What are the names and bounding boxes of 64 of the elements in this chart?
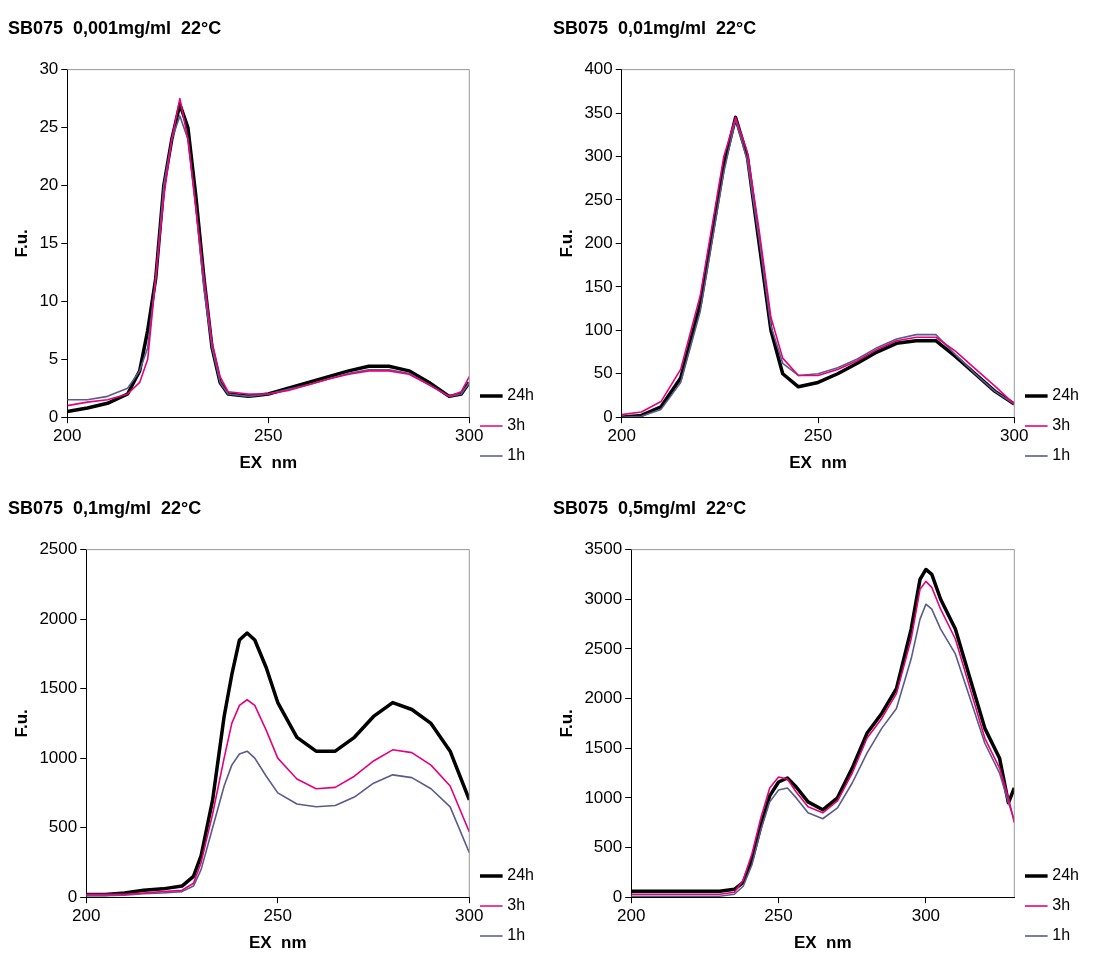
x-axis-title: EX nm: [789, 453, 847, 473]
x-tick-label: 250: [764, 906, 793, 926]
legend-label: 3h: [507, 896, 526, 914]
y-tick-label: 15: [39, 233, 59, 253]
legend-label: 24h: [507, 386, 535, 404]
y-tick-label: 2500: [39, 539, 78, 559]
legend-label: 24h: [1052, 866, 1080, 884]
y-tick-label: 250: [584, 189, 613, 209]
legend-label: 1h: [1052, 446, 1071, 464]
y-axis-title: F.u.: [11, 229, 31, 258]
y-tick-label: 1000: [39, 747, 78, 767]
y-tick-label: 1000: [584, 787, 623, 807]
x-tick-label: 300: [455, 426, 484, 446]
y-tick-label: 2000: [39, 608, 78, 628]
x-tick-label: 200: [617, 906, 646, 926]
x-tick-label: 200: [72, 906, 101, 926]
y-tick-label: 200: [584, 233, 613, 253]
chart-title: SB075 0,1mg/ml 22°C: [8, 497, 202, 518]
y-tick-label: 10: [39, 291, 59, 311]
y-tick-label: 0: [612, 886, 623, 906]
legend-label: 24h: [507, 866, 535, 884]
y-tick-label: 1500: [584, 737, 623, 757]
x-tick-label: 250: [254, 426, 283, 446]
legend-label: 24h: [1052, 386, 1080, 404]
y-tick-label: 1500: [39, 678, 78, 698]
y-tick-label: 3000: [584, 588, 623, 608]
y-tick-label: 25: [39, 117, 59, 137]
chart-title: SB075 0,01mg/ml 22°C: [553, 17, 757, 38]
x-tick-label: 300: [1000, 426, 1029, 446]
y-tick-label: 2500: [584, 638, 623, 658]
x-axis-title: EX nm: [248, 933, 307, 953]
y-tick-label: 350: [584, 102, 613, 122]
y-tick-label: 400: [584, 59, 613, 79]
y-tick-label: 150: [584, 276, 613, 296]
legend-label: 1h: [1052, 926, 1071, 944]
y-tick-label: 0: [67, 886, 78, 906]
x-tick-label: 300: [911, 906, 941, 926]
legend-label: 1h: [507, 446, 526, 464]
x-tick-label: 250: [263, 906, 292, 926]
y-axis-title: F.u.: [556, 709, 576, 738]
y-tick-label: 0: [48, 406, 59, 426]
x-tick-label: 300: [455, 906, 484, 926]
legend-label: 1h: [507, 926, 526, 944]
legend-label: 3h: [1052, 896, 1071, 914]
y-tick-label: 20: [39, 175, 59, 195]
y-tick-label: 30: [39, 59, 59, 79]
chart-title: SB075 0,001mg/ml 22°C: [8, 17, 222, 38]
x-axis-title: EX nm: [239, 453, 298, 473]
y-axis-title: F.u.: [11, 709, 31, 738]
x-axis-title: EX nm: [793, 933, 852, 953]
y-tick-label: 0: [603, 406, 613, 426]
x-tick-label: 250: [803, 426, 833, 446]
y-tick-label: 5: [48, 348, 59, 368]
chart-title: SB075 0,5mg/ml 22°C: [553, 497, 747, 518]
legend-label: 3h: [507, 416, 526, 434]
legend-label: 3h: [1052, 416, 1071, 434]
y-axis-title: F.u.: [556, 229, 576, 258]
y-tick-label: 100: [584, 319, 613, 339]
y-tick-label: 50: [593, 363, 613, 383]
y-tick-label: 2000: [584, 688, 623, 708]
y-tick-label: 3500: [584, 539, 623, 559]
y-tick-label: 500: [593, 837, 623, 857]
y-tick-label: 300: [584, 146, 613, 166]
y-tick-label: 500: [48, 817, 78, 837]
